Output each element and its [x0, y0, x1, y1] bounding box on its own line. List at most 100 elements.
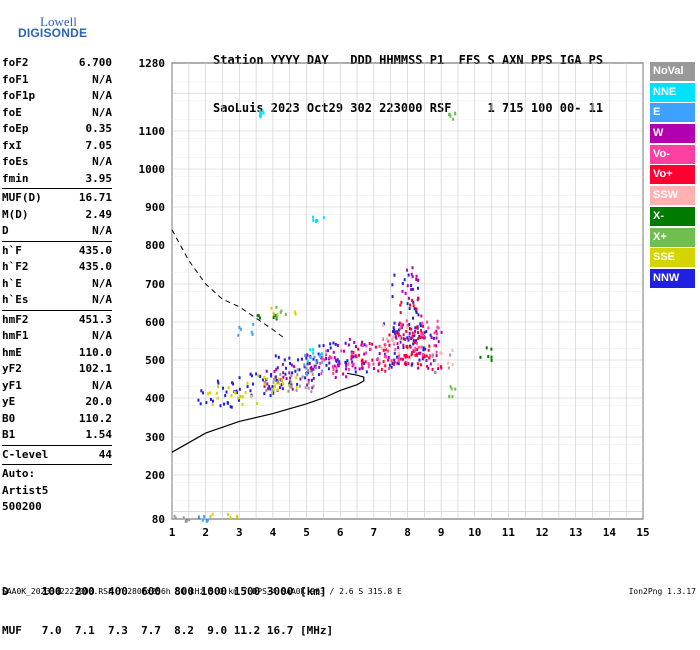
echo-point: [200, 389, 203, 393]
echo-point: [399, 357, 402, 361]
echo-point: [350, 355, 353, 359]
echo-point: [344, 341, 347, 345]
x-tick-label: 13: [569, 526, 582, 539]
echo-point: [315, 218, 318, 222]
echo-point: [399, 303, 402, 307]
echo-point: [314, 366, 317, 370]
echo-point: [388, 367, 391, 371]
echo-point: [202, 391, 205, 395]
echo-point: [205, 401, 208, 405]
echo-point: [398, 323, 401, 327]
echo-point: [452, 117, 455, 121]
echo-point: [221, 386, 224, 390]
echo-point: [373, 367, 376, 371]
param-row: MUF(D) 16.71: [2, 190, 112, 207]
echo-point: [407, 273, 410, 277]
echo-point: [401, 289, 404, 293]
x-tick-label: 2: [202, 526, 209, 539]
echo-point: [236, 391, 239, 395]
echo-point: [412, 316, 415, 320]
echo-point: [257, 314, 260, 318]
echo-point: [290, 384, 293, 388]
echo-point: [174, 516, 177, 520]
echo-point: [288, 371, 291, 375]
echo-point: [401, 282, 404, 286]
echo-point: [343, 349, 346, 353]
echo-point: [405, 319, 408, 323]
echo-point: [399, 340, 402, 344]
echo-point: [404, 355, 407, 359]
echo-point: [405, 363, 408, 367]
x-tick-label: 14: [603, 526, 617, 539]
param-row: h`Es N/A: [2, 292, 112, 309]
echo-point: [334, 358, 337, 362]
echo-point: [275, 367, 278, 371]
echo-point: [454, 387, 457, 391]
echo-point: [311, 372, 314, 376]
echo-point: [423, 336, 426, 340]
x-tick-label: 11: [502, 526, 516, 539]
echo-point: [319, 361, 322, 365]
echo-point: [385, 337, 388, 341]
echo-point: [407, 338, 410, 342]
echo-point: [305, 356, 308, 360]
echo-point: [433, 343, 436, 347]
echo-point: [397, 351, 400, 355]
echo-point: [414, 346, 417, 350]
echo-point: [205, 519, 208, 523]
echo-point: [296, 382, 299, 386]
echo-point: [216, 379, 219, 383]
echo-point: [392, 326, 395, 330]
echo-point: [276, 313, 279, 317]
echo-point: [437, 363, 440, 367]
echo-point: [393, 328, 396, 332]
legend: NoVal NNE E W Vo- Vo+ SSW X- X+ SSE NNW: [650, 62, 695, 290]
echo-point: [306, 371, 309, 375]
echo-point: [383, 346, 386, 350]
echo-point: [215, 391, 218, 395]
profile-curve: [171, 372, 365, 453]
echo-point: [329, 346, 332, 350]
echo-point: [440, 366, 443, 370]
echo-point: [347, 367, 350, 371]
echo-point: [413, 307, 416, 311]
echo-point: [367, 365, 370, 369]
echo-point: [285, 377, 288, 381]
echo-point: [321, 355, 324, 359]
echo-point: [355, 355, 358, 359]
echo-point: [270, 390, 273, 394]
echo-point: [305, 366, 308, 370]
echo-point: [291, 387, 294, 391]
echo-point: [402, 333, 405, 337]
muf-row: MUF 7.0 7.1 7.3 7.7 8.2 9.0 11.2 16.7 [M…: [2, 624, 334, 637]
y-tick-label: 700: [145, 278, 165, 291]
echo-point: [246, 381, 249, 385]
echo-point: [380, 367, 383, 371]
echo-point: [378, 352, 381, 356]
echo-point: [256, 314, 259, 318]
autoscaling-info: Artist5: [2, 483, 49, 497]
echo-point: [317, 352, 320, 356]
echo-point: [263, 384, 266, 388]
param-separator: [2, 464, 112, 465]
echo-point: [230, 405, 233, 409]
echo-point: [327, 367, 330, 371]
param-value: N/A: [92, 293, 112, 306]
echo-point: [397, 334, 400, 338]
echo-point: [263, 382, 266, 386]
echo-point: [197, 398, 200, 402]
echo-point: [421, 321, 424, 325]
echo-point: [288, 380, 291, 384]
echo-point: [422, 355, 425, 359]
param-separator: [2, 444, 112, 446]
echo-point: [279, 386, 282, 390]
echo-point: [396, 355, 399, 359]
echo-point: [236, 396, 239, 400]
x-tick-label: 6: [337, 526, 344, 539]
param-name: foEs: [2, 155, 29, 168]
echo-point: [279, 310, 282, 314]
echo-point: [299, 377, 302, 381]
echo-point: [417, 278, 420, 282]
echo-point: [413, 349, 416, 353]
echo-point: [412, 339, 415, 343]
